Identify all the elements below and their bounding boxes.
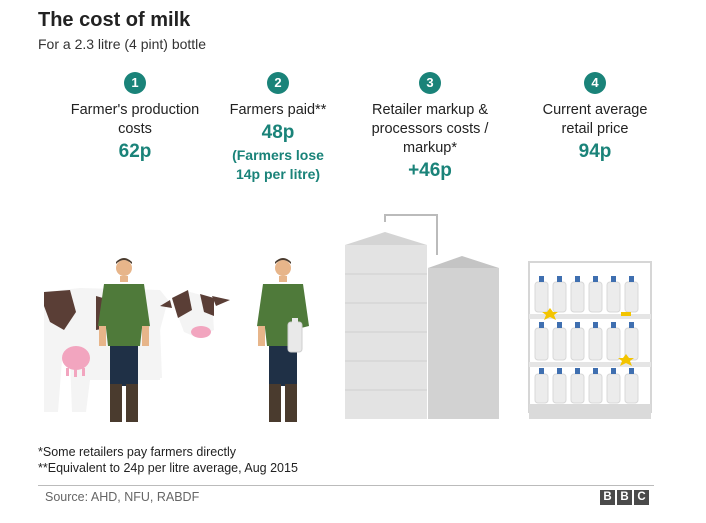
step-2-badge: 2: [267, 72, 289, 94]
step-4-value: 94p: [578, 141, 612, 162]
bbc-logo-letter: B: [600, 490, 615, 505]
bbc-logo-letter: C: [634, 490, 649, 505]
divider: [38, 485, 654, 486]
step-2-label: Farmers paid**: [229, 102, 327, 118]
step-2-note: (Farmers lose 14p per litre): [232, 147, 324, 182]
step-1: 1 Farmer's production costs 62p: [50, 72, 220, 165]
step-1-label: Farmer's production costs: [70, 102, 200, 137]
page-title: The cost of milk: [38, 9, 191, 31]
footnote-1: *Some retailers pay farmers directly: [38, 445, 236, 459]
step-3: 3 Retailer markup & processors costs / m…: [345, 72, 515, 184]
step-3-label: Retailer markup & processors costs / mar…: [371, 102, 489, 156]
step-4-badge: 4: [584, 72, 606, 94]
page-subtitle: For a 2.3 litre (4 pint) bottle: [38, 36, 207, 52]
farmer-illustration: [98, 258, 150, 422]
silo-illustration: [345, 214, 499, 419]
step-4: 4 Current average retail price 94p: [510, 72, 680, 165]
step-2-value: 48p: [261, 122, 295, 143]
step-2: 2 Farmers paid** 48p (Farmers lose 14p p…: [193, 72, 363, 184]
step-1-badge: 1: [124, 72, 146, 94]
bbc-logo: B B C: [600, 490, 649, 505]
bbc-logo-letter: B: [617, 490, 632, 505]
step-1-value: 62p: [118, 141, 152, 162]
step-4-label: Current average retail price: [542, 102, 648, 137]
step-3-value: +46p: [408, 160, 452, 181]
footnote-2: **Equivalent to 24p per litre average, A…: [38, 461, 298, 475]
shelf-illustration: [528, 261, 652, 419]
footnotes: *Some retailers pay farmers directly **E…: [38, 444, 298, 476]
source-text: Source: AHD, NFU, RABDF: [45, 490, 200, 504]
farmer-with-bottle-illustration: [257, 258, 309, 422]
step-3-badge: 3: [419, 72, 441, 94]
